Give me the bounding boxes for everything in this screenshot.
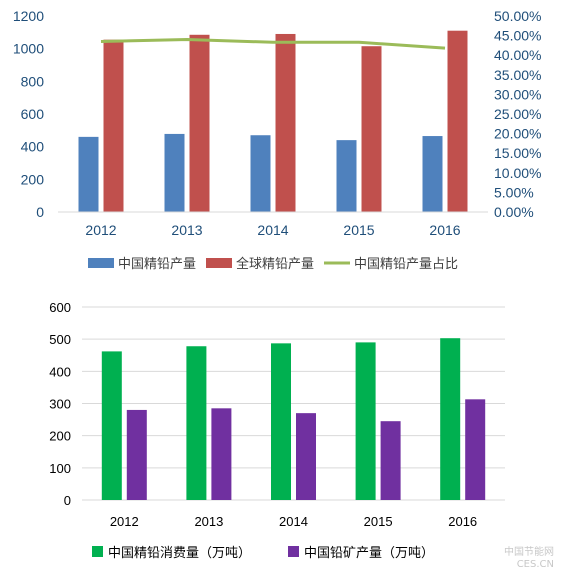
bar [103,39,124,212]
bar [361,46,382,212]
y-tick-label: 1000 [13,41,44,57]
x-tick-label: 2013 [194,514,223,529]
y-tick-label: 600 [21,106,45,122]
series-line [100,38,446,50]
legend-label: 中国精铅产量占比 [354,256,458,271]
y-tick-label: 500 [49,332,71,347]
bar [101,351,122,500]
bar [164,133,185,212]
y2-tick-label: 15.00% [494,145,541,161]
bar [422,136,443,212]
bar [296,413,316,500]
bar [250,135,271,212]
x-tick-label: 2012 [85,222,116,238]
y-tick-label: 400 [49,364,71,379]
y2-tick-label: 10.00% [494,165,541,181]
legend-label: 中国铅矿产量（万吨） [304,545,434,560]
legend-label: 中国精铅消费量（万吨） [108,545,251,560]
y2-tick-label: 50.00% [494,8,541,24]
y-tick-label: 800 [21,73,45,89]
bar [355,342,376,500]
y2-tick-label: 25.00% [494,106,541,122]
watermark-line2: CES.CN [516,559,554,570]
bar [336,140,357,212]
legend-swatch [206,258,232,268]
x-tick-label: 2016 [448,514,477,529]
y2-tick-label: 5.00% [494,184,534,200]
legend-swatch [88,258,114,268]
y-tick-label: 0 [64,493,71,508]
watermark-line1: 中国节能网 [504,547,554,558]
legend-label: 全球精铅产量 [236,256,314,271]
bar [211,408,232,500]
chart-production: 0 200 400 600 800 1000 1200 0.00% 5.00% 10.00% 15.… [13,8,542,271]
y-tick-label: 200 [21,171,45,187]
y-tick-label: 1200 [13,8,44,24]
bar [271,343,291,500]
legend-swatch [288,546,299,557]
y2-tick-label: 0.00% [494,204,534,220]
bar [186,346,207,500]
x-tick-label: 2014 [279,514,308,529]
bar [189,34,210,213]
bar [275,33,296,212]
bar [380,421,401,500]
y-tick-label: 600 [49,300,71,315]
legend-label: 中国精铅产量 [118,256,196,271]
x-tick-label: 2016 [429,222,460,238]
watermark-logo: 中国节能网 CES.CN [504,547,554,571]
y-tick-label: 400 [21,139,45,155]
y-tick-label: 200 [49,429,71,444]
bar [465,399,486,500]
y-tick-label: 0 [36,204,44,220]
chart-consumption: 0 100 200 300 400 500 600 2012 2013 2014 2015 2016 中… [49,300,505,560]
y-tick-label: 300 [49,397,71,412]
legend-swatch [92,546,103,557]
x-tick-label: 2014 [257,222,288,238]
x-tick-label: 2015 [343,222,374,238]
y2-tick-label: 35.00% [494,67,541,83]
bar [78,136,99,212]
x-tick-label: 2015 [364,514,393,529]
y2-tick-label: 30.00% [494,86,541,102]
y2-tick-label: 40.00% [494,47,541,63]
x-tick-label: 2012 [110,514,139,529]
x-tick-label: 2013 [171,222,202,238]
bar [447,30,468,213]
bar [126,409,147,500]
y2-tick-label: 20.00% [494,126,541,142]
y-tick-label: 100 [49,461,71,476]
y2-tick-label: 45.00% [494,28,541,44]
bar [440,338,461,500]
